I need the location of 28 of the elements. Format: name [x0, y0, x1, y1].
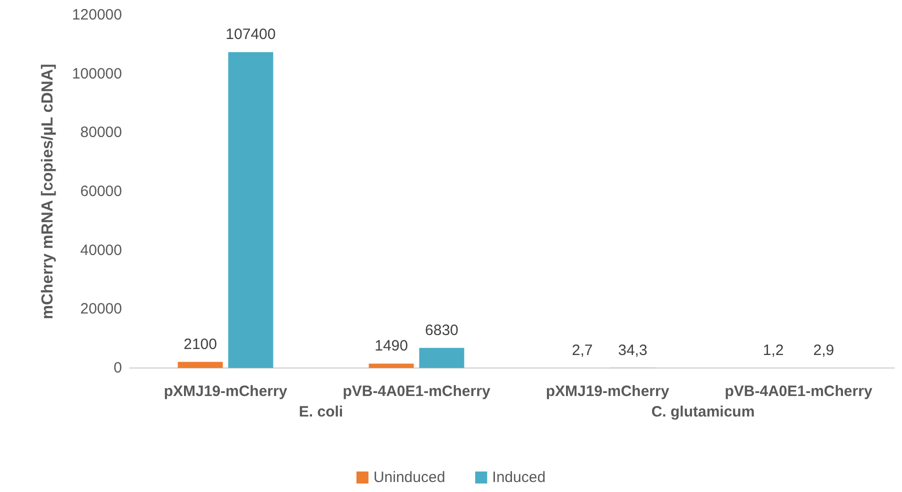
y-tick-label: 60000 [80, 183, 122, 200]
legend-label: Uninduced [373, 469, 446, 486]
bar [368, 364, 414, 368]
data-label: 2,7 [572, 342, 593, 359]
x-tick-label: pXMJ19-mCherry [546, 383, 670, 400]
y-tick-label: 100000 [72, 65, 122, 82]
text: C. glutamicum [651, 404, 755, 420]
y-tick-label: 0 [114, 360, 122, 376]
data-label: 107400 [226, 26, 276, 44]
bar [228, 52, 274, 368]
y-tick-label: 40000 [80, 242, 122, 259]
bar [178, 362, 223, 368]
x-tick-label: pVB-4A0E1-mCherry [342, 383, 491, 400]
text: E. coli [298, 404, 344, 420]
data-label: 34,3 [618, 342, 648, 359]
x-tick-label: pXMJ19-mCherry [164, 383, 288, 400]
y-tick-label: 80000 [80, 124, 122, 142]
data-label: 1490 [374, 338, 408, 355]
data-label: 1,2 [762, 342, 784, 359]
legend-label: Induced [492, 469, 546, 486]
x-tick-label: pVB-4A0E1-mCherry [724, 383, 873, 400]
y-tick-label: 120000 [72, 6, 122, 24]
y-axis-title: mCherry mRNA [copies/µL cDNA] [40, 64, 56, 320]
data-label: 2100 [184, 336, 217, 353]
data-label: 6830 [425, 322, 458, 339]
data-label: 2,9 [813, 342, 834, 359]
bar [419, 348, 464, 368]
y-tick-label: 20000 [80, 300, 122, 318]
